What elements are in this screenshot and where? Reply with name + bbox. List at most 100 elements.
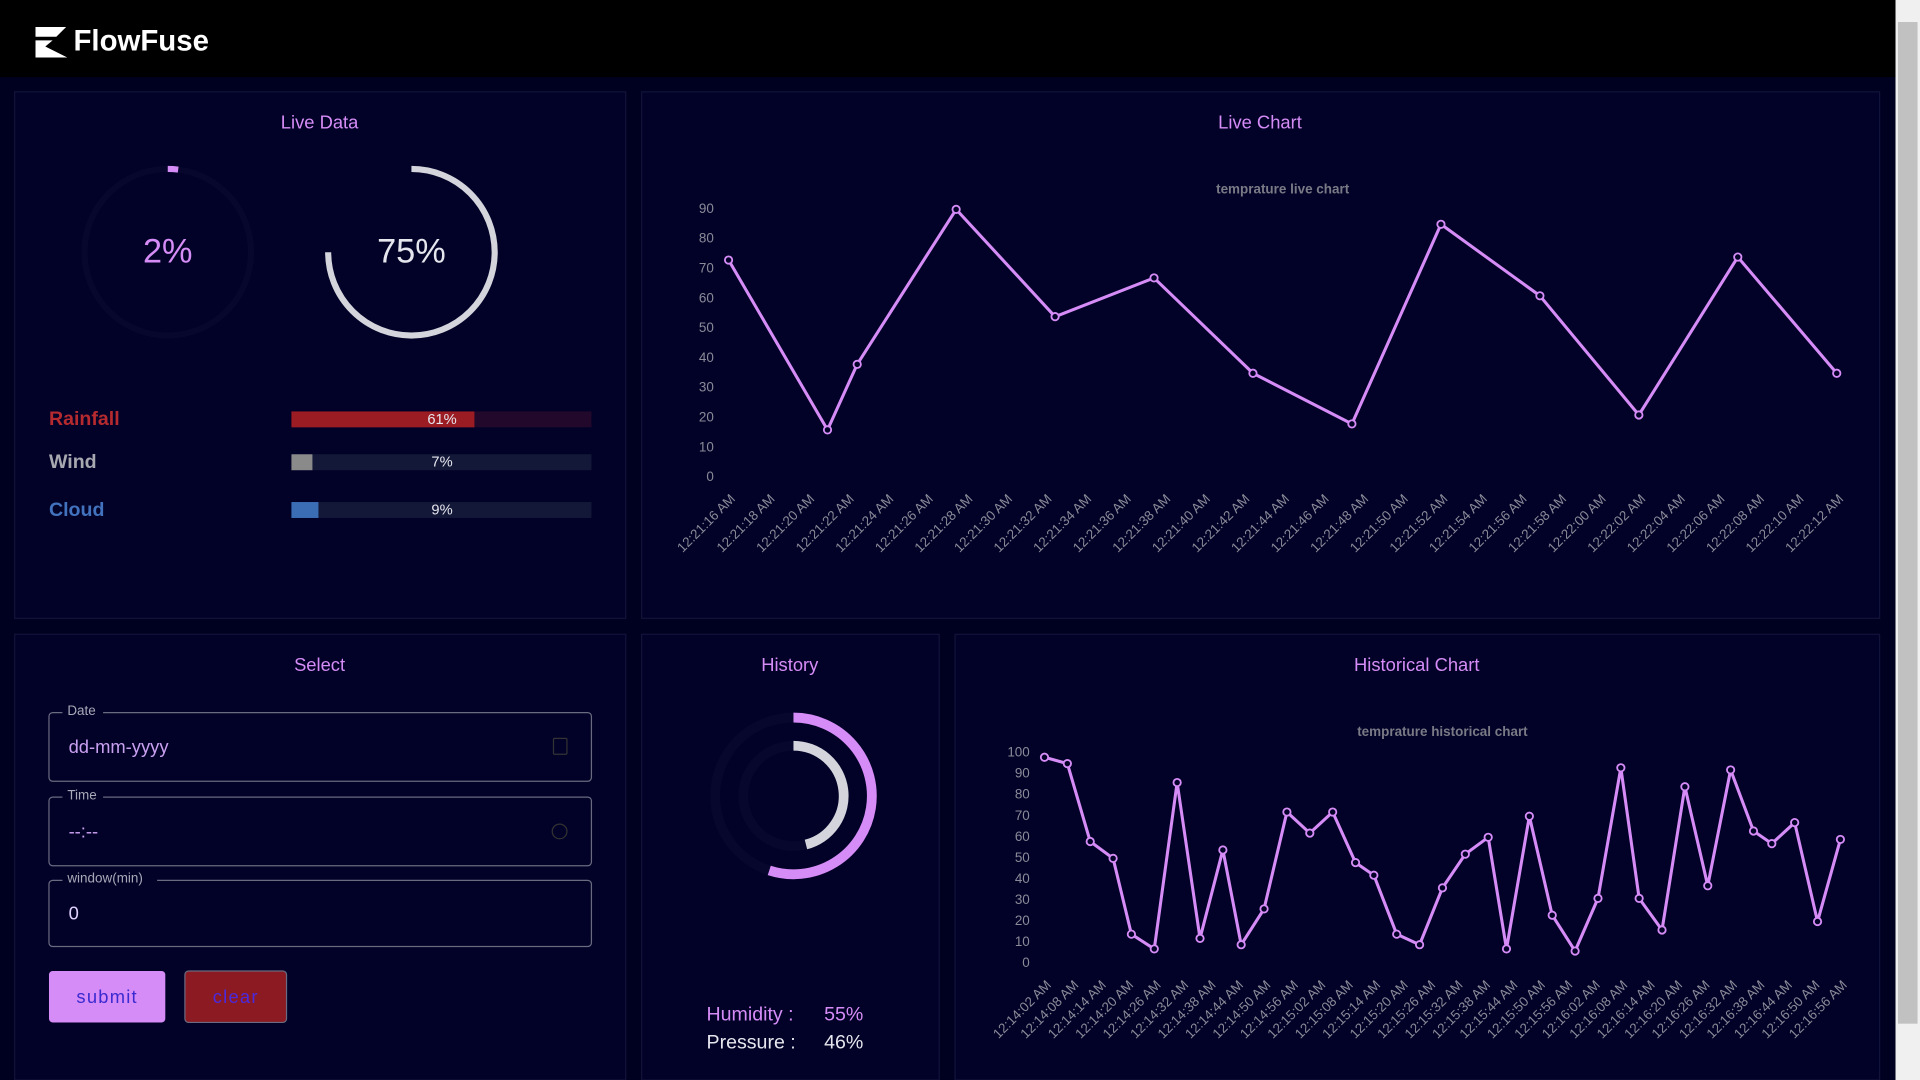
- y-tick-label: 40: [699, 350, 714, 365]
- point: [1039, 752, 1050, 762]
- bar-track: [291, 502, 592, 518]
- point: [822, 425, 833, 435]
- y-tick-label: 50: [1015, 850, 1030, 865]
- point: [1149, 944, 1159, 954]
- point: [1126, 929, 1136, 939]
- scroll-thumb[interactable]: [1897, 22, 1918, 1024]
- y-tick-label: 60: [699, 290, 714, 305]
- y-tick-label: 100: [1007, 745, 1029, 760]
- point: [1350, 857, 1361, 868]
- point: [1347, 419, 1357, 429]
- calendar-icon: [552, 737, 568, 755]
- point: [1050, 312, 1060, 322]
- point: [1812, 916, 1823, 927]
- button[interactable]: [48, 971, 166, 1023]
- panel-title: Historical Chart: [1354, 654, 1480, 675]
- logo-icon: [35, 26, 68, 58]
- bar-name: Rainfall: [49, 408, 120, 430]
- point: [1414, 940, 1425, 950]
- y-tick-label: 0: [706, 469, 713, 484]
- point: [1392, 929, 1402, 939]
- point: [1593, 893, 1603, 903]
- reading-name: Humidity :: [707, 1003, 794, 1025]
- y-tick-label: 20: [1015, 913, 1030, 928]
- input-field[interactable]: [48, 796, 593, 867]
- button[interactable]: [184, 970, 288, 1024]
- bar-name: Cloud: [49, 499, 104, 521]
- point: [1634, 410, 1644, 420]
- y-tick-label: 50: [699, 320, 714, 335]
- point: [1236, 940, 1246, 950]
- point: [1570, 946, 1580, 956]
- point: [723, 255, 734, 265]
- bar-label: 9%: [431, 502, 452, 518]
- point: [1282, 807, 1292, 817]
- point: [1547, 910, 1557, 920]
- point: [1305, 828, 1315, 838]
- point: [1733, 252, 1743, 262]
- gauge-label: 75%: [377, 233, 446, 271]
- field-value: --:--: [69, 820, 99, 841]
- bar-track: [291, 454, 592, 471]
- point: [1328, 807, 1338, 817]
- panel-title: Live Chart: [1218, 112, 1302, 133]
- y-tick-label: 70: [699, 261, 714, 276]
- input-field[interactable]: [48, 712, 593, 782]
- point: [1062, 758, 1072, 769]
- point: [1195, 933, 1205, 943]
- point: [1248, 368, 1258, 378]
- y-tick-label: 90: [699, 201, 714, 216]
- brand: FlowFuse: [73, 25, 208, 58]
- panel-title: History: [761, 654, 819, 675]
- bar: [291, 502, 319, 518]
- point: [1634, 893, 1644, 903]
- panels: [14, 91, 1881, 1080]
- point: [1259, 904, 1269, 914]
- gauge-arc: [767, 712, 877, 880]
- y-tick-label: 30: [1015, 892, 1030, 907]
- reading-value: 55%: [824, 1003, 863, 1025]
- point: [1790, 817, 1800, 828]
- panel-title: Select: [294, 654, 345, 675]
- point: [1218, 845, 1228, 855]
- point: [1437, 883, 1448, 893]
- field-label: window(min): [66, 871, 143, 886]
- point: [951, 204, 961, 214]
- y-tick-label: 10: [699, 439, 714, 454]
- bar-label: 7%: [431, 455, 452, 471]
- chart-title: temprature historical chart: [1357, 724, 1528, 739]
- point: [1149, 273, 1159, 283]
- point: [1436, 219, 1446, 229]
- field-value: dd-mm-yyyy: [69, 736, 170, 757]
- gauge-arc: [793, 740, 849, 850]
- label-gap: [62, 877, 158, 883]
- point: [1726, 765, 1736, 775]
- y-tick-label: 30: [699, 380, 714, 395]
- point: [1832, 368, 1842, 378]
- point: [1657, 925, 1667, 935]
- bar-label: 61%: [427, 412, 456, 428]
- y-tick-label: 20: [699, 410, 714, 425]
- bar-name: Wind: [49, 451, 97, 473]
- y-tick-label: 90: [1015, 766, 1030, 781]
- point: [1524, 811, 1534, 821]
- field-label: Date: [67, 703, 95, 718]
- point: [1835, 834, 1846, 845]
- point: [1172, 777, 1182, 788]
- button-label: submit: [76, 986, 137, 1007]
- y-tick-label: 40: [1015, 871, 1030, 886]
- gauge-arc: [167, 165, 179, 173]
- point: [1460, 849, 1470, 859]
- label-gap: [62, 794, 104, 800]
- point: [1616, 763, 1626, 773]
- input-field[interactable]: [48, 879, 593, 948]
- field-label: Time: [67, 787, 96, 802]
- button-label: clear: [213, 986, 259, 1007]
- reading-name: Pressure :: [707, 1031, 796, 1053]
- y-tick-label: 80: [699, 231, 714, 246]
- point: [1501, 944, 1512, 954]
- point: [1748, 826, 1759, 836]
- gauge-label: 2%: [143, 233, 193, 271]
- y-tick-label: 10: [1015, 934, 1030, 949]
